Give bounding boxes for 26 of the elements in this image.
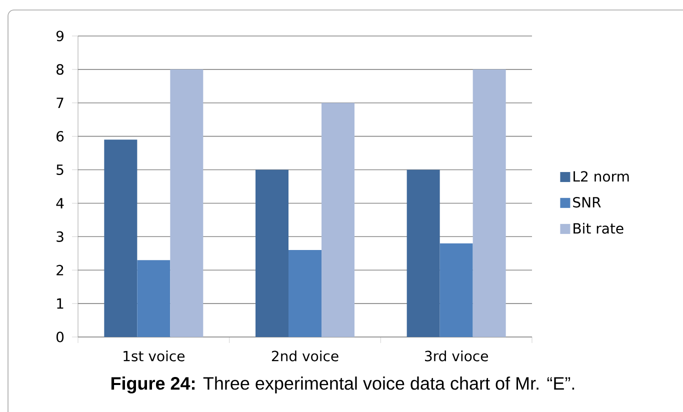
- bar: [288, 250, 322, 337]
- y-tick-label: 1: [57, 298, 64, 309]
- y-tick-label: 3: [56, 231, 64, 242]
- y-tick-label: 6: [56, 131, 64, 142]
- legend-label: L2 norm: [574, 171, 629, 182]
- y-tick-label: 5: [56, 164, 64, 175]
- text: Figure 24: Three experimental voice data chart of Mr. “E”.: [111, 376, 574, 394]
- bar: [104, 140, 138, 337]
- bar: [170, 69, 204, 337]
- x-tick-label: 1st voice: [124, 350, 185, 362]
- x-tick-label: 3rd vioce: [424, 350, 488, 362]
- legend-label: Bit rate: [574, 222, 624, 234]
- y-tick-label: 4: [56, 198, 64, 208]
- x-tick-label: 2nd voice: [272, 350, 338, 362]
- bar: [137, 260, 170, 337]
- y-tick-label: 2: [56, 264, 64, 276]
- bar: [440, 243, 473, 337]
- y-tick-label: 0: [56, 332, 64, 342]
- bar: [322, 102, 354, 337]
- y-tick-label: 9: [56, 30, 64, 42]
- bar: [472, 69, 506, 337]
- bar: [256, 170, 288, 337]
- bar: [406, 170, 440, 337]
- y-tick-label: 7: [56, 98, 64, 108]
- y-tick-label: 8: [56, 64, 64, 75]
- legend-label: SNR: [573, 196, 601, 208]
